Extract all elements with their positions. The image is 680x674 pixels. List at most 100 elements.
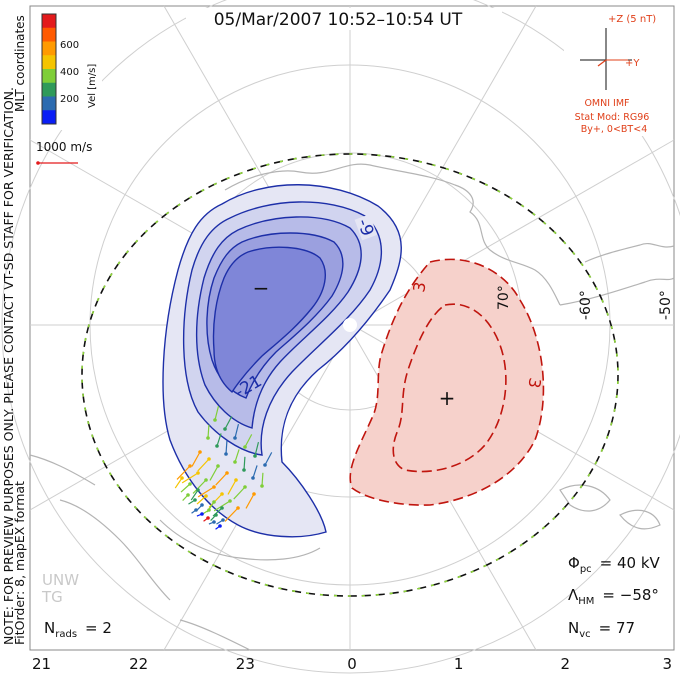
antarctic-coast: [224, 163, 561, 306]
imf-z-label: +Z (5 nT): [608, 14, 656, 25]
velocity-vector-origin: [252, 492, 256, 496]
velocity-vector: [190, 489, 199, 501]
velocity-vector-origin: [196, 471, 200, 475]
velocity-vector: [216, 433, 222, 447]
colorbar-cell: [42, 96, 56, 111]
velocity-vector-origin: [220, 492, 224, 496]
hm-boundary: [81, 153, 619, 597]
velocity-vector-origin: [233, 460, 237, 464]
velocity-vector-origin: [200, 503, 204, 507]
colorbar-unit-label: Vel [m/s]: [87, 64, 98, 108]
colorbar-cell: [42, 110, 56, 125]
lat-label-60: -60°: [578, 290, 594, 320]
n-vc-readout: Nvc = 77: [568, 619, 635, 640]
velocity-vector-origin: [218, 524, 222, 528]
velocity-vector-origin: [206, 516, 210, 520]
pole-marker: [343, 318, 357, 332]
velocity-vector-origin: [186, 493, 190, 497]
cell-min-marker: −: [253, 276, 270, 300]
mlt-axis-label: 3: [662, 655, 672, 673]
velocity-vector: [227, 479, 237, 495]
velocity-vector: [207, 424, 210, 439]
velocity-vector-origin: [212, 485, 216, 489]
colorbar-cell: [42, 82, 56, 97]
preview-note: NOTE: FOR PREVIEW PURPOSES ONLY. PLEASE …: [1, 87, 16, 645]
colorbar-cell: [42, 69, 56, 84]
velocity-vector-origin: [200, 512, 204, 516]
velocity-vector: [214, 405, 220, 421]
lat-label-70: 70°: [496, 285, 512, 310]
peninsula-coast: [59, 499, 171, 601]
colorbar: 600 400 200 Vel [m/s]: [34, 10, 102, 130]
positive-contour-outer: [349, 258, 545, 506]
svg-text:TG: TG: [41, 588, 63, 606]
velocity-vector-origin: [260, 484, 264, 488]
island-coast: [619, 509, 661, 530]
velocity-vector-origin: [228, 499, 232, 503]
mlt-axis-label: 23: [236, 655, 255, 673]
velocity-vector: [254, 441, 260, 457]
velocity-vector: [209, 465, 219, 481]
velocity-vector-origin: [206, 436, 210, 440]
antarctic-coast: [159, 519, 321, 561]
velocity-vector-origin: [220, 506, 224, 510]
velocity-vector-origin: [214, 513, 218, 517]
cell-max-marker: +: [439, 386, 456, 410]
velocity-vector-origin: [251, 476, 255, 480]
velocity-vector-origin: [236, 506, 240, 510]
velocity-vector: [234, 423, 240, 439]
negative-contour-inner: [212, 246, 326, 394]
velocity-vector: [176, 465, 191, 480]
mlt-axis-label: 1: [454, 655, 464, 673]
colorbar-tick-200: 200: [60, 94, 79, 105]
imf-y-label: +Y: [625, 58, 640, 69]
contour-label-pos-3a: 3: [409, 280, 429, 293]
unwtg-watermark: UNW TG: [41, 571, 79, 606]
velocity-vector-origin: [223, 427, 227, 431]
velocity-vector-origin: [194, 508, 198, 512]
colorbar-cell: [42, 41, 56, 56]
mlt-axis: 21 22 23 0 1 2 3: [32, 655, 672, 673]
fit-order-note: FitOrder: 8, mapEX format: [12, 481, 27, 645]
peninsula-coast: [29, 454, 96, 486]
velocity-vector-origin: [198, 450, 202, 454]
velocity-vector: [245, 493, 255, 509]
velocity-vector: [264, 452, 273, 466]
svg-text:-9: -9: [353, 216, 378, 239]
velocity-vector: [225, 440, 228, 455]
antarctic-coast: [584, 243, 675, 263]
velocity-vector-origin: [212, 500, 216, 504]
velocity-vector: [191, 451, 201, 467]
south-america-coast: [179, 619, 251, 651]
velocity-vector-origin: [215, 444, 219, 448]
svg-text:UNW: UNW: [42, 571, 79, 589]
velocity-vector-origin: [204, 494, 208, 498]
stats-block: Φpc = 40 kV ΛHM = −58° Nvc = 77 Nrads = 2: [44, 554, 661, 640]
velocity-vector-origin: [243, 485, 247, 489]
positive-cell: + 3 3: [349, 258, 545, 506]
velocity-vector-origin: [204, 478, 208, 482]
coastlines: [29, 163, 675, 651]
velocity-vector: [224, 416, 233, 430]
velocity-vector-origin: [207, 508, 211, 512]
velocity-vector-origin: [243, 445, 247, 449]
velocity-vectors: [174, 405, 273, 530]
velocity-vector: [233, 486, 246, 500]
velocity-vector-origin: [180, 476, 184, 480]
mlt-axis-label: 0: [347, 655, 357, 673]
velocity-vector: [234, 449, 240, 463]
velocity-vector: [197, 486, 215, 498]
lat-label-50: -50°: [658, 290, 674, 320]
imf-indicator: +Z (5 nT) +Y OMNI IMF Stat Mod: RG96 By+…: [564, 8, 672, 136]
velocity-vector: [243, 456, 246, 471]
velocity-vector: [224, 507, 239, 522]
velocity-vector: [180, 483, 191, 493]
phi-pc-readout: Φpc = 40 kV: [568, 554, 661, 575]
colorbar-cell: [42, 14, 56, 29]
velocity-vector: [244, 434, 253, 448]
svg-text:3: 3: [409, 280, 429, 293]
velocity-vector-origin: [233, 436, 237, 440]
velocity-vector-origin: [253, 454, 257, 458]
velocity-vector-origin: [212, 520, 216, 524]
antarctic-coast: [559, 277, 675, 306]
